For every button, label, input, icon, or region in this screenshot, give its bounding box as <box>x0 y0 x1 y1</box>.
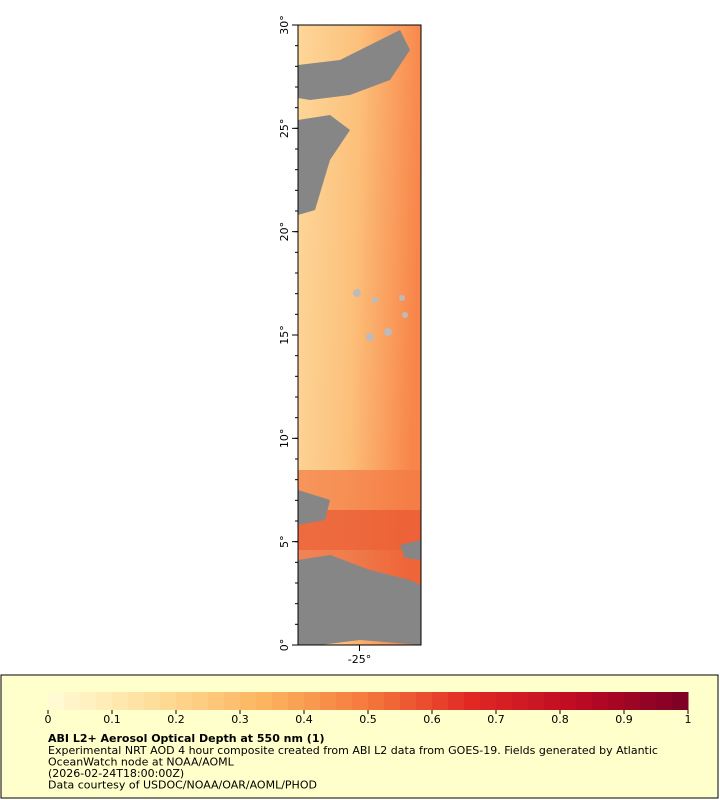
colorbar-tick-label: 0.5 <box>359 713 377 726</box>
colorbar-step <box>416 692 433 710</box>
colorbar-step <box>496 692 513 710</box>
legend-line: (2026-02-24T18:00:00Z) <box>48 767 184 780</box>
colorbar-step <box>592 692 609 710</box>
colorbar-tick-label: 0.6 <box>423 713 441 726</box>
legend-line: OceanWatch node at NOAA/AOML <box>48 756 235 769</box>
colorbar-step <box>288 692 305 710</box>
colorbar-step <box>96 692 113 710</box>
colorbar-step <box>432 692 449 710</box>
y-tick-label: 10° <box>278 429 291 449</box>
colorbar-step <box>464 692 481 710</box>
colorbar-tick-label: 0.9 <box>615 713 633 726</box>
colorbar-step <box>224 692 241 710</box>
colorbar-tick-label: 0.7 <box>487 713 505 726</box>
colorbar-tick-label: 1 <box>685 713 692 726</box>
y-tick-label: 0° <box>278 639 291 652</box>
colorbar-step <box>144 692 161 710</box>
colorbar-step <box>208 692 225 710</box>
colorbar-step <box>384 692 401 710</box>
colorbar-tick-label: 0.3 <box>231 713 249 726</box>
y-tick-label: 5° <box>278 535 291 548</box>
colorbar-step <box>512 692 529 710</box>
colorbar-step <box>480 692 497 710</box>
legend-line: Data courtesy of USDOC/NOAA/OAR/AOML/PHO… <box>48 779 317 792</box>
colorbar-tick-label: 0.2 <box>167 713 185 726</box>
colorbar-step <box>80 692 97 710</box>
y-tick-label: 20° <box>278 222 291 242</box>
colorbar-step <box>336 692 353 710</box>
colorbar-step <box>240 692 257 710</box>
colorbar-step <box>352 692 369 710</box>
colorbar-step <box>256 692 273 710</box>
colorbar-step <box>128 692 145 710</box>
x-tick-label: -25° <box>348 653 371 666</box>
colorbar-step <box>400 692 417 710</box>
colorbar-tick-label: 0.4 <box>295 713 313 726</box>
y-tick-label: 30° <box>278 15 291 35</box>
colorbar-step <box>608 692 625 710</box>
colorbar-step <box>528 692 545 710</box>
colorbar-step <box>48 692 65 710</box>
colorbar-step <box>160 692 177 710</box>
colorbar-step <box>640 692 657 710</box>
colorbar-tick-label: 0 <box>45 713 52 726</box>
colorbar-step <box>368 692 385 710</box>
colorbar-step <box>560 692 577 710</box>
colorbar-step <box>64 692 81 710</box>
legend-line: Experimental NRT AOD 4 hour composite cr… <box>48 744 658 757</box>
map-image <box>297 24 422 646</box>
colorbar-step <box>448 692 465 710</box>
colorbar-step <box>192 692 209 710</box>
colorbar-step <box>544 692 561 710</box>
colorbar-step <box>624 692 641 710</box>
colorbar-step <box>304 692 321 710</box>
colorbar-step <box>576 692 593 710</box>
legend-title: ABI L2+ Aerosol Optical Depth at 550 nm … <box>48 732 325 745</box>
colorbar-step <box>176 692 193 710</box>
colorbar-step <box>672 692 689 710</box>
y-tick-label: 25° <box>278 119 291 139</box>
colorbar-tick-label: 0.1 <box>103 713 121 726</box>
colorbar-step <box>112 692 129 710</box>
colorbar-step <box>272 692 289 710</box>
colorbar-tick-label: 0.8 <box>551 713 569 726</box>
colorbar-step <box>320 692 337 710</box>
colorbar-step <box>656 692 673 710</box>
y-tick-label: 15° <box>278 325 291 345</box>
